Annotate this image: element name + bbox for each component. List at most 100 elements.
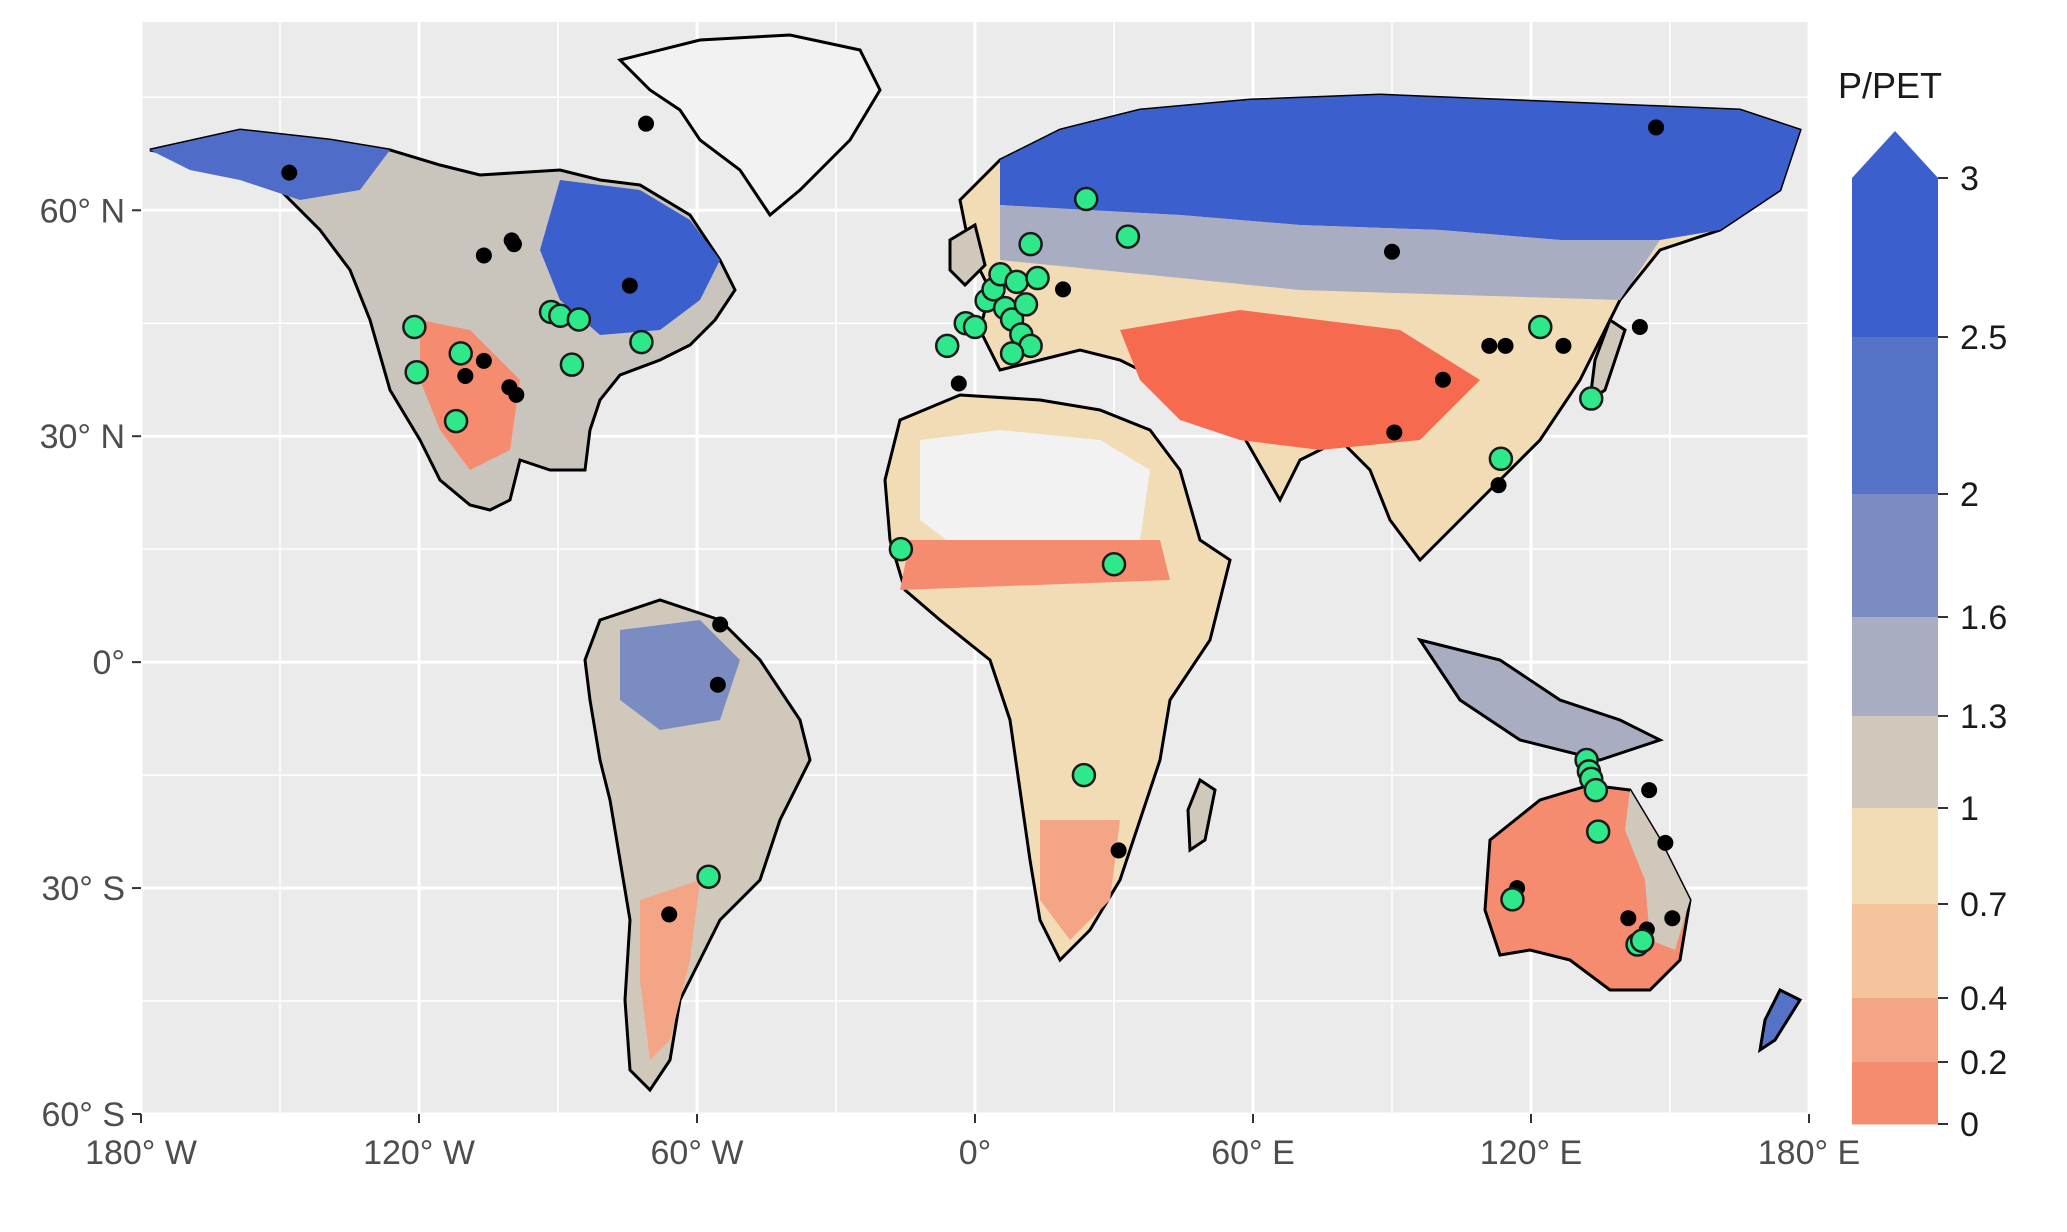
legend-extension-triangle (1852, 131, 1938, 178)
sahel-arid (900, 540, 1170, 590)
x-axis: 180° W 120° W 60° W 0° 60° E 120° E 180° E (85, 1114, 1860, 1172)
amazon-humid (620, 620, 740, 730)
green-station-point (1101, 551, 1127, 577)
legend-label: 1.3 (1960, 698, 2007, 736)
black-station-point (508, 386, 525, 403)
black-station-point (1110, 842, 1127, 859)
new-zealand (1757, 987, 1803, 1054)
green-station-point (1071, 762, 1097, 788)
x-tick-label: 60° W (651, 1134, 744, 1172)
y-axis: 60° N 30° N 0° 30° S 60° S (40, 192, 141, 1134)
australia-east-coast (1625, 790, 1690, 950)
green-station-point (443, 408, 469, 434)
sahara-desert (920, 430, 1150, 560)
land-masses (149, 33, 1803, 1093)
black-station-point (457, 367, 474, 384)
legend-color-band (1852, 494, 1938, 618)
green-station-point (1004, 269, 1029, 295)
greenland (617, 33, 882, 218)
eurasia-transition-zone (1000, 205, 1660, 300)
black-station-point (1481, 337, 1498, 354)
green-station-point (1500, 887, 1525, 912)
british-isles (948, 222, 987, 288)
black-station-point (1434, 371, 1451, 388)
southern-africa-arid (1040, 820, 1120, 940)
legend-label: 0.2 (1960, 1044, 2007, 1082)
green-station-point (1629, 928, 1655, 954)
green-station-point (934, 333, 960, 359)
green-station-point (1488, 446, 1514, 472)
green-station-point (962, 314, 988, 340)
black-station-point (1386, 424, 1403, 441)
green-station-point (629, 329, 654, 355)
green-station-point (404, 359, 429, 385)
x-tick-label: 180° W (85, 1134, 197, 1172)
legend-label: 0.7 (1960, 886, 2007, 924)
black-station-point (1657, 834, 1674, 851)
x-tick-label: 120° E (1480, 1134, 1582, 1172)
x-tick-label: 0° (959, 1134, 992, 1172)
siberia-humid (1000, 95, 1800, 240)
black-station-point (475, 352, 492, 369)
black-station-point (638, 115, 655, 132)
legend-color-band (1852, 716, 1938, 809)
green-station-point (1018, 231, 1043, 257)
black-station-point (475, 247, 492, 264)
x-tick-label: 60° E (1211, 1134, 1295, 1172)
green-station-point (1583, 777, 1609, 803)
green-station-point (888, 536, 914, 562)
x-tick-label: 180° E (1758, 1134, 1860, 1172)
black-station-point (950, 375, 967, 392)
north-america-southwest-arid (420, 320, 520, 470)
green-station-point (1013, 292, 1039, 317)
legend-colorbar: P/PET 3 2.5 2 1.6 1.3 1 0.7 0.4 0.2 0 (1838, 65, 2007, 1144)
legend-color-band (1852, 904, 1938, 999)
black-station-point (621, 277, 638, 294)
alaska-humid (150, 130, 390, 200)
legend-color-band (1852, 1062, 1938, 1125)
legend-label: 0 (1960, 1106, 1979, 1144)
black-station-point (1620, 910, 1637, 927)
black-station-point (1555, 337, 1572, 354)
legend-color-band (1852, 617, 1938, 717)
legend-color-band (1852, 808, 1938, 905)
legend-color-band (1852, 998, 1938, 1063)
green-station-point (1115, 224, 1141, 249)
black-station-point (1490, 477, 1507, 494)
legend-label: 0.4 (1960, 980, 2007, 1018)
central-asia-middle-east-arid (1120, 310, 1480, 450)
black-station-point (661, 906, 678, 923)
legend-color-band (1852, 178, 1938, 338)
green-station-point (448, 341, 473, 366)
legend-color-band (1852, 337, 1938, 495)
green-station-point (696, 864, 721, 890)
black-station-point (712, 616, 729, 633)
green-station-point (1073, 186, 1099, 212)
green-station-point (999, 341, 1025, 366)
green-station-markers (402, 186, 1655, 957)
black-station-point (1631, 319, 1648, 336)
green-station-point (1528, 314, 1553, 340)
north-america-east-humid (540, 180, 720, 335)
black-station-point (281, 164, 298, 181)
black-station-point (709, 676, 726, 693)
south-america-arid (640, 880, 700, 1060)
y-tick-label: 60° S (41, 1096, 125, 1134)
y-tick-label: 0° (92, 644, 125, 682)
madagascar (1186, 777, 1217, 853)
y-tick-label: 30° N (40, 418, 125, 456)
legend-label: 1 (1960, 790, 1979, 828)
green-station-point (402, 314, 427, 340)
green-station-point (1585, 819, 1611, 844)
green-station-point (1025, 265, 1050, 291)
green-station-point (566, 307, 592, 332)
legend-label: 2.5 (1960, 319, 2007, 357)
legend-label: 2 (1960, 476, 1979, 514)
black-station-point (1055, 281, 1072, 298)
black-station-point (1497, 337, 1514, 354)
green-station-point (559, 352, 585, 377)
black-station-point (1664, 910, 1681, 927)
black-station-point (505, 236, 522, 253)
y-tick-label: 60° N (40, 192, 125, 230)
